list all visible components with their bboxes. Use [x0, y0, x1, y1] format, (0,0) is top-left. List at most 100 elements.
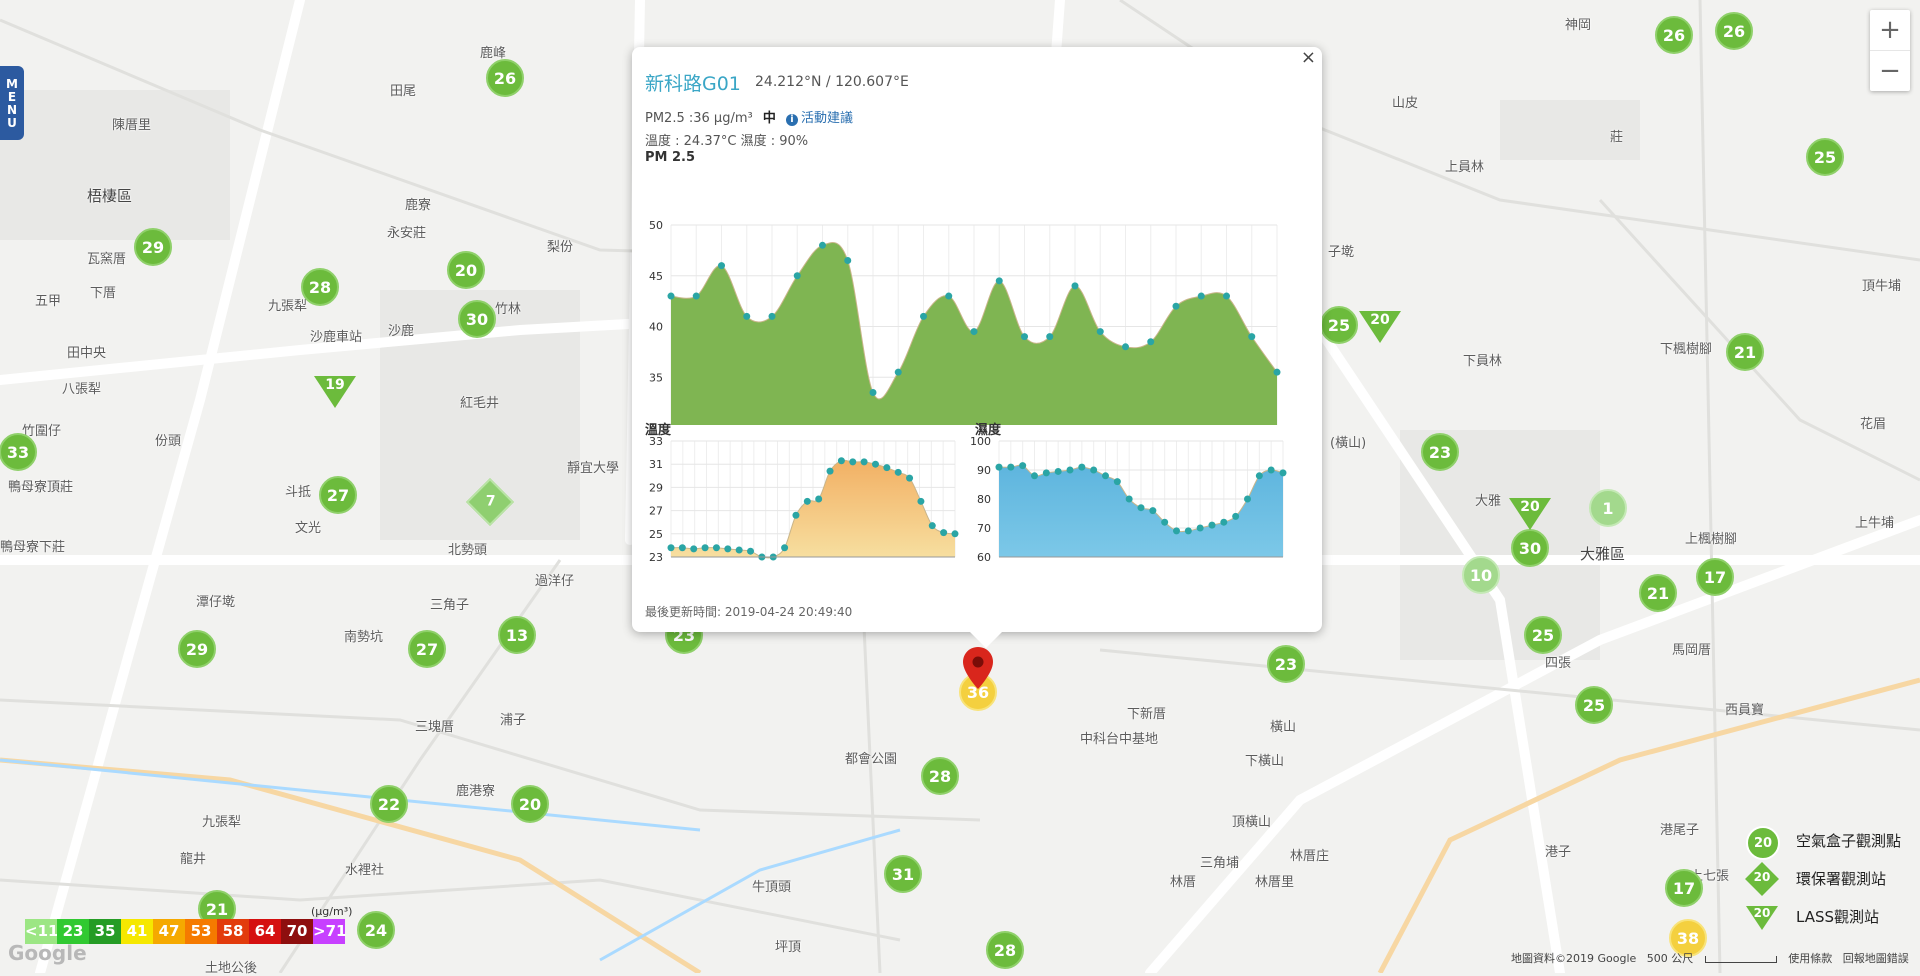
place-label: 竹圍仔 — [22, 424, 62, 439]
place-label: 下楓樹腳 — [1660, 342, 1713, 357]
legend-swatch: 23 — [57, 919, 89, 944]
data-point — [1161, 518, 1169, 526]
data-point — [819, 241, 826, 249]
place-label: 九張犁 — [268, 299, 308, 314]
pm25-color-legend: <11 23 35 41 47 53 58 64 70 >71 — [25, 919, 346, 944]
place-label: 子墘 — [1328, 245, 1355, 260]
airbox-marker[interactable]: 29 — [178, 630, 216, 668]
airbox-marker[interactable]: 26 — [1655, 16, 1693, 54]
station-type-label: 環保署觀測站 — [1796, 870, 1887, 888]
legend-swatch: 53 — [185, 919, 217, 944]
airbox-marker[interactable]: 17 — [1696, 558, 1734, 596]
scale-label: 500 公尺 — [1646, 952, 1694, 965]
y-tick-label: 23 — [649, 551, 663, 564]
airbox-marker[interactable]: 27 — [408, 630, 446, 668]
place-label: 三角埔 — [1200, 856, 1240, 871]
legend-swatch: 35 — [89, 919, 121, 944]
airbox-marker[interactable]: 21 — [1639, 574, 1677, 612]
place-label: 文光 — [295, 521, 322, 536]
place-label: 橫山 — [1270, 720, 1297, 735]
airbox-marker[interactable]: 13 — [498, 616, 536, 654]
data-point — [792, 511, 800, 519]
place-label: 田尾 — [390, 84, 417, 99]
zoom-out-button[interactable]: − — [1870, 50, 1910, 91]
airbox-marker[interactable]: 26 — [486, 59, 524, 97]
temperature-humidity-readout: 溫度 : 24.37°C 濕度 : 90% — [645, 134, 809, 149]
airbox-marker[interactable]: 27 — [319, 476, 357, 514]
place-label: 浦子 — [500, 713, 527, 728]
data-point — [995, 277, 1003, 285]
data-point — [793, 272, 801, 280]
airbox-marker[interactable]: 10 — [1462, 556, 1500, 594]
place-label: 份頭 — [155, 434, 182, 449]
activity-advice-link[interactable]: i 活動建議 — [786, 111, 853, 126]
airbox-marker[interactable]: 20 — [447, 251, 485, 289]
place-label: 沙鹿車站 — [310, 330, 363, 345]
activity-advice-label: 活動建議 — [801, 111, 854, 126]
data-point — [1172, 302, 1180, 310]
airbox-marker[interactable]: 38 — [1669, 919, 1707, 957]
y-tick-label: 25 — [649, 528, 663, 541]
airbox-marker[interactable]: 28 — [921, 757, 959, 795]
airbox-marker[interactable]: 23 — [1267, 645, 1305, 683]
airbox-marker[interactable]: 24 — [357, 911, 395, 949]
y-tick-label: 40 — [649, 321, 663, 334]
data-point — [1031, 472, 1038, 480]
data-point — [869, 388, 877, 396]
airbox-marker[interactable]: 22 — [370, 785, 408, 823]
airbox-marker[interactable]: 31 — [884, 855, 922, 893]
lass-station-value: 20 — [1370, 312, 1390, 328]
data-point — [1149, 507, 1157, 515]
place-label: 田中央 — [67, 346, 107, 361]
data-point — [940, 529, 948, 537]
airbox-marker[interactable]: 25 — [1806, 138, 1844, 176]
y-tick-label: 33 — [649, 435, 663, 448]
airbox-marker[interactable]: 21 — [1726, 333, 1764, 371]
zoom-in-button[interactable]: + — [1879, 15, 1901, 45]
place-label: 潭仔墘 — [196, 595, 236, 610]
data-point — [871, 460, 879, 468]
airbox-marker[interactable]: 17 — [1665, 869, 1703, 907]
data-point — [690, 545, 698, 553]
lass-station-marker[interactable]: 19 — [314, 376, 356, 408]
station-coordinates: 24.212°N / 120.607°E — [755, 74, 909, 90]
place-label: 都會公園 — [845, 752, 898, 767]
data-point — [1113, 478, 1121, 486]
place-label: 上員林 — [1445, 160, 1485, 175]
data-point — [970, 328, 978, 336]
place-label: 瓦窯厝 — [87, 252, 127, 267]
lass-station-marker[interactable]: 20 — [1509, 498, 1551, 530]
temperature-chart: 23 25 27 29 31 33 — [649, 435, 959, 564]
report-error-link[interactable]: 回報地圖錯誤 — [1842, 952, 1909, 965]
data-point — [917, 497, 925, 505]
data-point — [747, 547, 755, 555]
airbox-marker[interactable]: 26 — [1715, 12, 1753, 50]
airbox-marker[interactable]: 20 — [511, 785, 549, 823]
airbox-marker[interactable]: 1 — [1589, 489, 1627, 527]
terms-link[interactable]: 使用條款 — [1788, 952, 1833, 965]
scale-bar — [1704, 955, 1777, 963]
y-tick-label: 35 — [649, 371, 663, 384]
place-label: 梧棲區 — [87, 187, 133, 205]
airbox-marker[interactable]: 25 — [1524, 616, 1562, 654]
data-point — [894, 468, 902, 476]
airbox-marker[interactable]: 25 — [1320, 306, 1358, 344]
pm25-level: 中 — [762, 111, 776, 126]
airbox-marker[interactable]: 29 — [134, 228, 172, 266]
airbox-marker[interactable]: 30 — [458, 300, 496, 338]
place-label: 三角子 — [430, 598, 470, 613]
data-point — [1232, 512, 1240, 520]
airbox-marker[interactable]: 25 — [1575, 686, 1613, 724]
selected-location-pin[interactable] — [963, 647, 993, 693]
place-label: 九張犁 — [202, 815, 242, 830]
airbox-marker[interactable]: 28 — [301, 268, 339, 306]
data-point — [743, 312, 751, 320]
data-point — [1122, 343, 1129, 351]
airbox-marker[interactable]: 23 — [1421, 433, 1459, 471]
airbox-marker[interactable]: 30 — [1511, 529, 1549, 567]
menu-tab[interactable]: MENU — [0, 66, 24, 140]
airbox-marker[interactable]: 33 — [0, 433, 37, 471]
airbox-marker[interactable]: 28 — [986, 931, 1024, 969]
close-popup-button[interactable]: × — [1300, 47, 1316, 68]
lass-station-marker[interactable]: 20 — [1359, 311, 1401, 343]
